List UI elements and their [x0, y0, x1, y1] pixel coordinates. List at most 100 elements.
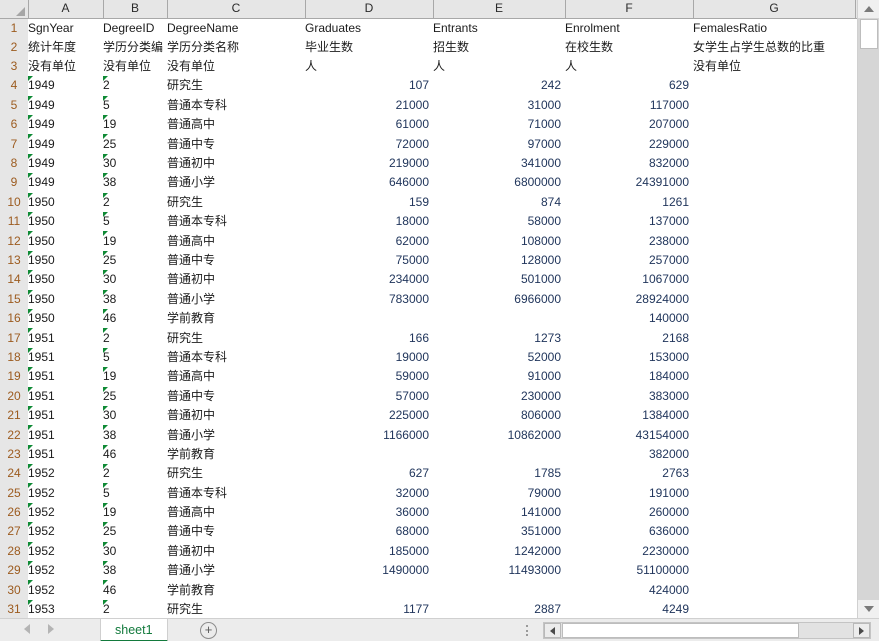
spreadsheet-grid[interactable]: A B C D E F G 1 SgnYear DegreeID DegreeName… — [0, 0, 857, 618]
cell-C25[interactable]: 普通本专科 — [167, 483, 305, 503]
cell-G27[interactable] — [693, 522, 855, 542]
column-header-e[interactable]: E — [433, 0, 566, 19]
column-header-a[interactable]: A — [28, 0, 104, 19]
row-header-27[interactable]: 27 — [0, 522, 28, 542]
cell-C10[interactable]: 研究生 — [167, 192, 305, 213]
cell-G25[interactable] — [693, 483, 855, 503]
cell-A14[interactable]: 1950 — [28, 270, 103, 290]
cell-B1[interactable]: DegreeID — [103, 18, 167, 38]
cell-G1[interactable]: FemalesRatio — [693, 18, 855, 38]
cell-A25[interactable]: 1952 — [28, 483, 103, 503]
cell-F22[interactable]: 43154000 — [565, 425, 693, 445]
cell-D5[interactable]: 21000 — [305, 95, 433, 116]
cell-E10[interactable]: 874 — [433, 192, 565, 213]
row-header-20[interactable]: 20 — [0, 386, 28, 406]
row-header-17[interactable]: 17 — [0, 328, 28, 348]
cell-A7[interactable]: 1949 — [28, 134, 103, 154]
cell-C21[interactable]: 普通初中 — [167, 405, 305, 426]
cell-F18[interactable]: 153000 — [565, 347, 693, 368]
cell-A29[interactable]: 1952 — [28, 561, 103, 581]
cell-D10[interactable]: 159 — [305, 192, 433, 213]
cell-G31[interactable] — [693, 599, 855, 618]
cell-D20[interactable]: 57000 — [305, 386, 433, 406]
row-header-9[interactable]: 9 — [0, 173, 28, 193]
cell-D28[interactable]: 185000 — [305, 541, 433, 562]
cell-G5[interactable] — [693, 95, 855, 116]
cell-F16[interactable]: 140000 — [565, 308, 693, 329]
cell-D21[interactable]: 225000 — [305, 405, 433, 426]
cell-E22[interactable]: 10862000 — [433, 425, 565, 445]
cell-A10[interactable]: 1950 — [28, 192, 103, 213]
cell-F10[interactable]: 1261 — [565, 192, 693, 213]
row-header-10[interactable]: 10 — [0, 192, 28, 213]
row-header-4[interactable]: 4 — [0, 76, 28, 96]
cell-E31[interactable]: 2887 — [433, 599, 565, 618]
cell-E23[interactable] — [433, 444, 565, 465]
row-header-22[interactable]: 22 — [0, 425, 28, 445]
cell-B14[interactable]: 30 — [103, 270, 167, 290]
cell-G14[interactable] — [693, 270, 855, 290]
cell-A17[interactable]: 1951 — [28, 328, 103, 348]
cell-C27[interactable]: 普通中专 — [167, 522, 305, 542]
row-header-30[interactable]: 30 — [0, 580, 28, 600]
cell-F25[interactable]: 191000 — [565, 483, 693, 503]
scroll-right-button[interactable] — [853, 623, 870, 638]
cell-E13[interactable]: 128000 — [433, 250, 565, 271]
cell-B8[interactable]: 30 — [103, 153, 167, 174]
cell-G15[interactable] — [693, 289, 855, 309]
cell-G10[interactable] — [693, 192, 855, 213]
cell-B15[interactable]: 38 — [103, 289, 167, 309]
cell-D23[interactable] — [305, 444, 433, 465]
cell-E7[interactable]: 97000 — [433, 134, 565, 154]
cell-D27[interactable]: 68000 — [305, 522, 433, 542]
row-header-19[interactable]: 19 — [0, 367, 28, 387]
cell-A15[interactable]: 1950 — [28, 289, 103, 309]
cell-D13[interactable]: 75000 — [305, 250, 433, 271]
row-header-8[interactable]: 8 — [0, 153, 28, 174]
cell-E2[interactable]: 招生数 — [433, 37, 565, 57]
cell-A21[interactable]: 1951 — [28, 405, 103, 426]
cell-G16[interactable] — [693, 308, 855, 329]
column-header-g[interactable]: G — [693, 0, 856, 19]
cell-F26[interactable]: 260000 — [565, 502, 693, 523]
cell-F2[interactable]: 在校生数 — [565, 37, 693, 57]
triangle-right-icon[interactable] — [48, 624, 54, 634]
cell-E18[interactable]: 52000 — [433, 347, 565, 368]
cell-A22[interactable]: 1951 — [28, 425, 103, 445]
cell-B3[interactable]: 没有单位 — [103, 56, 167, 77]
cell-G20[interactable] — [693, 386, 855, 406]
cell-B30[interactable]: 46 — [103, 580, 167, 600]
cell-C16[interactable]: 学前教育 — [167, 308, 305, 329]
cell-B28[interactable]: 30 — [103, 541, 167, 562]
row-header-29[interactable]: 29 — [0, 561, 28, 581]
cell-F21[interactable]: 1384000 — [565, 405, 693, 426]
cell-B27[interactable]: 25 — [103, 522, 167, 542]
cell-F29[interactable]: 51100000 — [565, 561, 693, 581]
cell-D2[interactable]: 毕业生数 — [305, 37, 433, 57]
horizontal-scrollbar[interactable] — [543, 622, 871, 639]
cell-E30[interactable] — [433, 580, 565, 600]
cell-G2[interactable]: 女学生占学生总数的比重 — [693, 37, 855, 57]
cell-B24[interactable]: 2 — [103, 464, 167, 484]
cell-D8[interactable]: 219000 — [305, 153, 433, 174]
cell-C19[interactable]: 普通高中 — [167, 367, 305, 387]
cell-C8[interactable]: 普通初中 — [167, 153, 305, 174]
cell-C13[interactable]: 普通中专 — [167, 250, 305, 271]
cell-G13[interactable] — [693, 250, 855, 271]
cell-F24[interactable]: 2763 — [565, 464, 693, 484]
cell-F30[interactable]: 424000 — [565, 580, 693, 600]
row-header-24[interactable]: 24 — [0, 464, 28, 484]
cell-C12[interactable]: 普通高中 — [167, 231, 305, 251]
cell-D3[interactable]: 人 — [305, 56, 433, 77]
cell-D7[interactable]: 72000 — [305, 134, 433, 154]
cell-G3[interactable]: 没有单位 — [693, 56, 855, 77]
cell-G9[interactable] — [693, 173, 855, 193]
scroll-up-button[interactable] — [858, 0, 879, 18]
cell-D11[interactable]: 18000 — [305, 212, 433, 232]
cell-G29[interactable] — [693, 561, 855, 581]
cell-C24[interactable]: 研究生 — [167, 464, 305, 484]
row-header-5[interactable]: 5 — [0, 95, 28, 116]
cell-E29[interactable]: 11493000 — [433, 561, 565, 581]
row-header-1[interactable]: 1 — [0, 18, 28, 38]
cell-E26[interactable]: 141000 — [433, 502, 565, 523]
